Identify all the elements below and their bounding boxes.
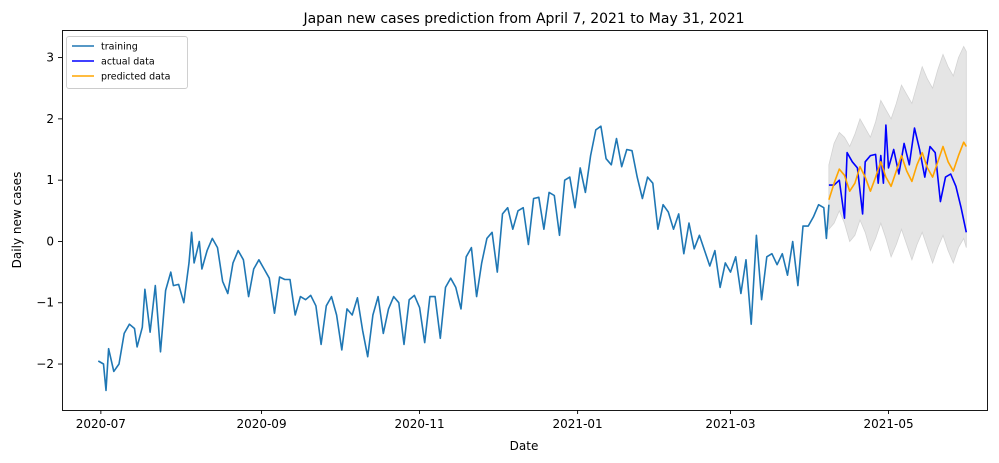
x-tick-label: 2021-01 bbox=[553, 417, 603, 431]
x-tick-label: 2021-03 bbox=[705, 417, 755, 431]
y-tick-label: 0 bbox=[46, 234, 54, 248]
actual-data-line bbox=[828, 124, 968, 233]
plot-area bbox=[62, 30, 988, 411]
x-axis-title: Date bbox=[510, 439, 539, 453]
y-tick-label: −1 bbox=[36, 296, 54, 310]
legend-label-training: training bbox=[101, 42, 138, 53]
x-tick-label: 2020-09 bbox=[236, 417, 286, 431]
y-tick-label: 3 bbox=[46, 51, 54, 65]
legend-label-predicted: predicted data bbox=[101, 72, 170, 83]
training-line bbox=[97, 125, 830, 392]
y-tick-label: 2 bbox=[46, 112, 54, 126]
x-axis: 2020-07 2020-09 2020-11 2021-01 2021-03 2021-… bbox=[76, 410, 914, 431]
y-tick-label: 1 bbox=[46, 173, 54, 187]
series-layer bbox=[97, 124, 968, 392]
y-axis: −2 −1 0 1 2 3 bbox=[36, 51, 62, 371]
chart-title: Japan new cases prediction from April 7,… bbox=[302, 11, 744, 27]
y-axis-title: Daily new cases bbox=[10, 172, 24, 269]
x-tick-label: 2020-11 bbox=[394, 417, 444, 431]
legend: training actual data predicted data bbox=[66, 36, 188, 89]
x-tick-label: 2020-07 bbox=[76, 417, 126, 431]
legend-box bbox=[66, 36, 188, 89]
legend-label-actual: actual data bbox=[101, 57, 155, 68]
y-tick-label: −2 bbox=[36, 357, 54, 371]
x-tick-label: 2021-05 bbox=[863, 417, 913, 431]
predicted-data-line bbox=[828, 141, 967, 201]
plot-frame bbox=[62, 30, 988, 411]
